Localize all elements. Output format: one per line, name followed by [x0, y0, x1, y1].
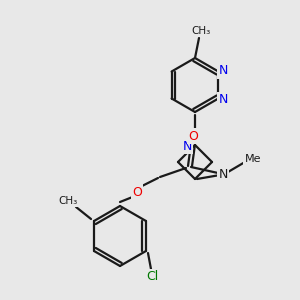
Text: N: N	[219, 64, 228, 77]
Text: O: O	[132, 185, 142, 199]
Text: Me: Me	[245, 154, 261, 164]
Text: Cl: Cl	[146, 271, 158, 284]
Text: CH₃: CH₃	[58, 196, 78, 206]
Text: O: O	[188, 130, 198, 142]
Text: N: N	[218, 167, 228, 181]
Text: N: N	[219, 93, 228, 106]
Text: N: N	[182, 140, 192, 152]
Text: CH₃: CH₃	[191, 26, 211, 36]
